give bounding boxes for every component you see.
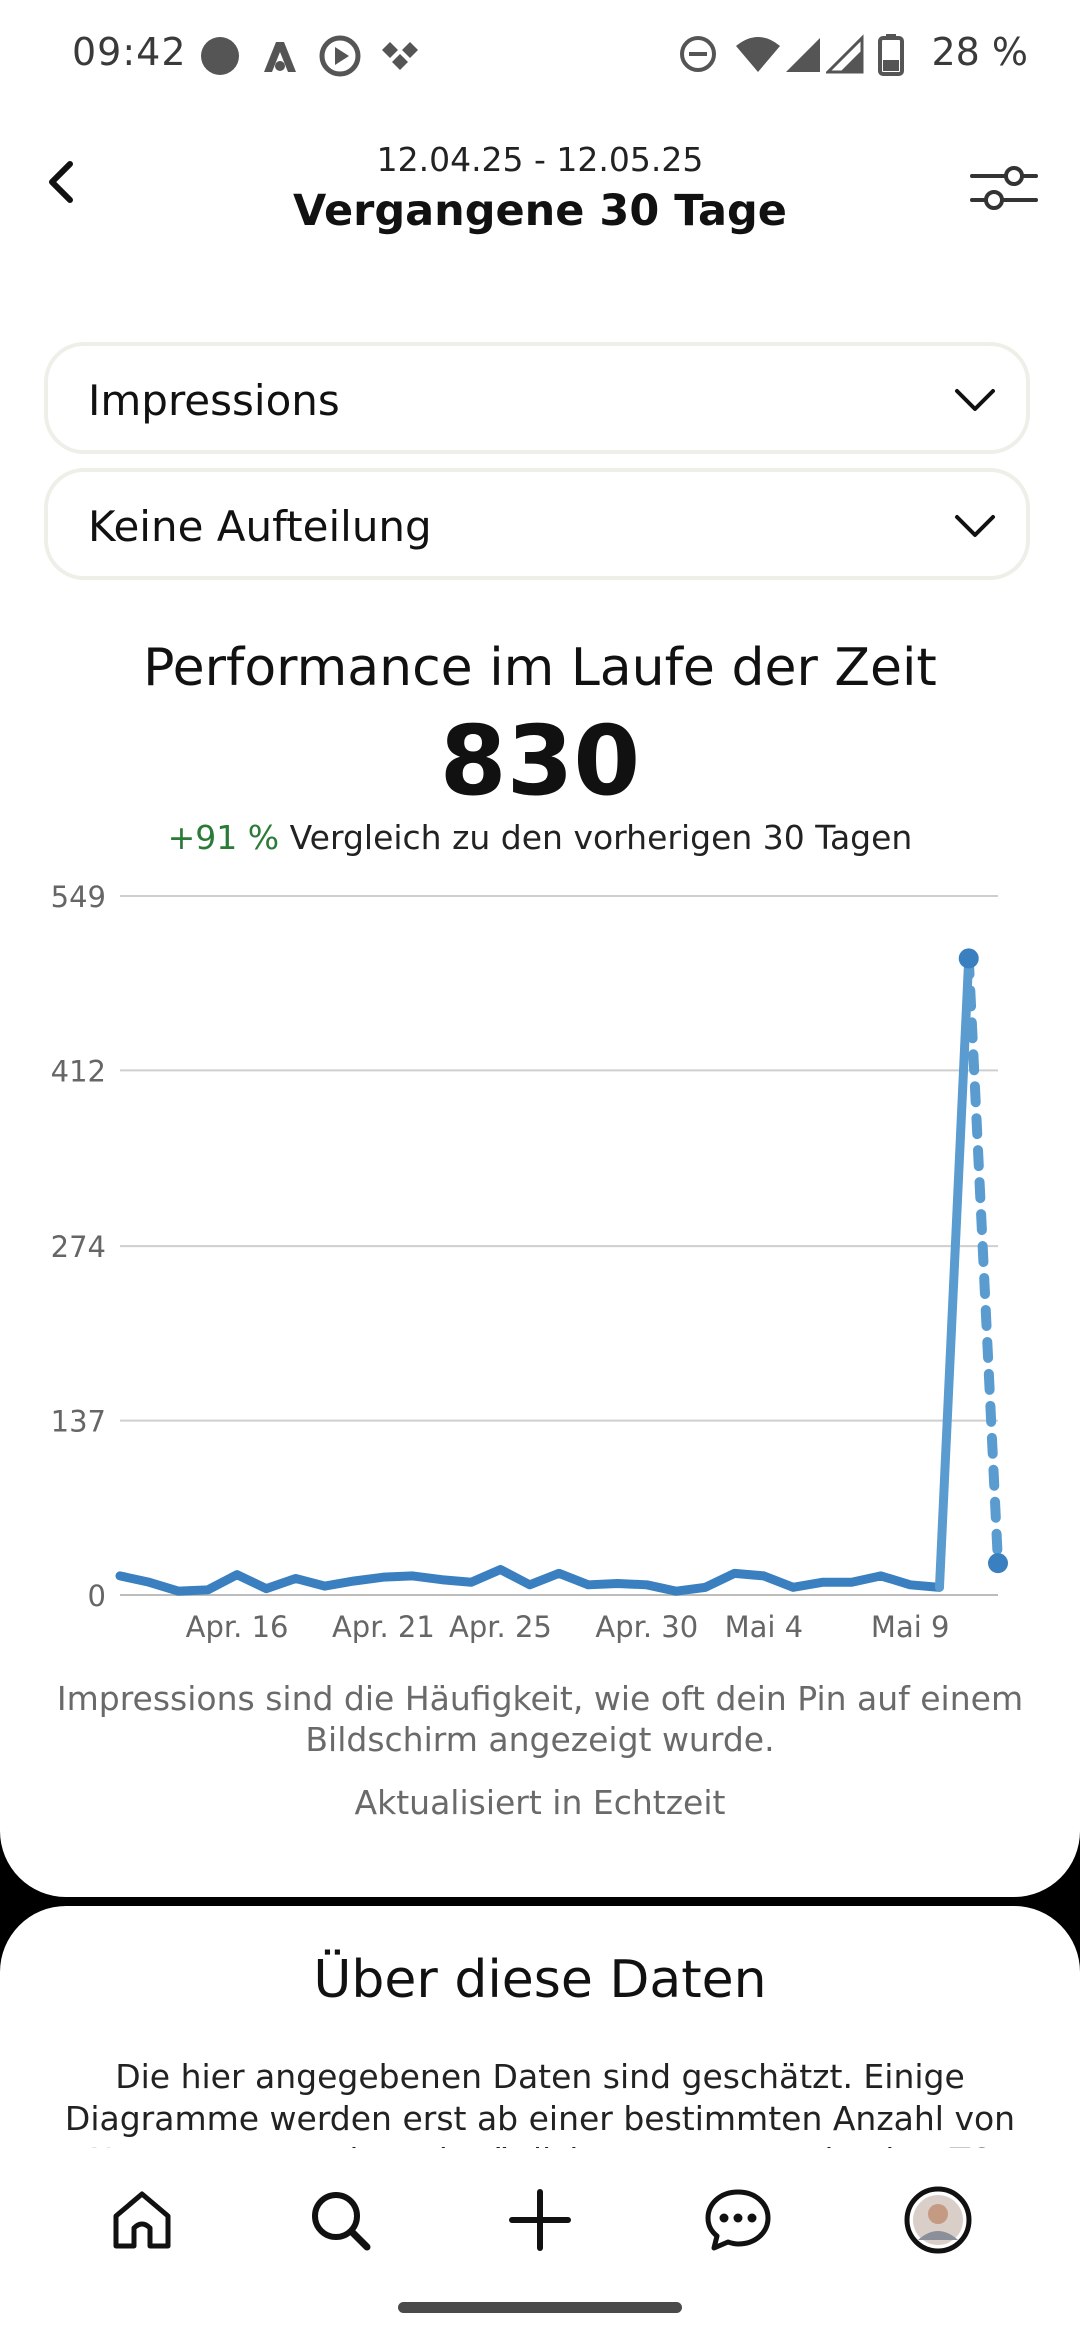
y-tick-label: 0 (88, 1579, 106, 1613)
battery-percent: 28 % (931, 30, 1028, 74)
status-bar: 09:42 28 % (0, 0, 1080, 108)
y-tick-label: 137 (51, 1405, 106, 1439)
x-tick-label: Apr. 16 (186, 1610, 289, 1644)
data-point-marker (988, 1553, 1008, 1574)
series-line-current (934, 953, 974, 1592)
signal-icon (786, 38, 820, 72)
media-icon (319, 35, 361, 77)
x-tick-label: Apr. 21 (332, 1610, 435, 1644)
home-icon[interactable] (106, 2184, 178, 2256)
updated-note: Aktualisiert in Echtzeit (354, 1783, 726, 1822)
avatar[interactable] (902, 2184, 974, 2256)
plus-icon[interactable] (504, 2184, 576, 2256)
app-diamond-icon (382, 42, 418, 70)
breakdown-dropdown-label: Keine Aufteilung (88, 502, 432, 551)
chart-description: Impressions sind die Häufigkeit, wie oft… (56, 1679, 1024, 1759)
y-tick-label: 274 (51, 1230, 106, 1264)
status-time: 09:42 (72, 30, 187, 74)
x-tick-label: Apr. 30 (595, 1610, 698, 1644)
chevron-down-icon (955, 515, 995, 537)
metric-dropdown-label: Impressions (88, 376, 340, 425)
wifi-icon (736, 37, 780, 72)
x-tick-label: Mai 9 (871, 1610, 950, 1644)
app-a-icon (264, 42, 296, 72)
analytics-panel: 09:42 28 % 12.04.25 - 12.05.25 Vergangen… (0, 0, 1080, 1897)
change-text: Vergleich zu den vorherigen 30 Tagen (279, 818, 913, 857)
home-indicator[interactable] (398, 2302, 682, 2313)
impressions-chart[interactable]: 549 412 274 137 0 Apr. 16 Apr. 21 Apr. 25 Apr. 3… (0, 870, 1080, 1650)
circle-notification-icon (201, 37, 239, 75)
date-range: 12.04.25 - 12.05.25 (376, 140, 704, 179)
change-percent: +91 % (167, 818, 280, 857)
metric-dropdown[interactable]: Impressions (44, 342, 1030, 454)
breakdown-dropdown[interactable]: Keine Aufteilung (44, 468, 1030, 580)
y-tick-label: 549 (51, 880, 106, 914)
chevron-left-icon[interactable] (40, 160, 84, 204)
performance-compare: +91 % Vergleich zu den vorherigen 30 Tag… (0, 818, 1080, 857)
performance-total: 830 (439, 705, 641, 817)
signal-icon (826, 34, 864, 74)
chevron-down-icon (955, 389, 995, 411)
series-line (115, 1565, 944, 1596)
chart-svg: 549 412 274 137 0 Apr. 16 Apr. 21 Apr. 25 Apr. 3… (51, 880, 1008, 1644)
performance-title: Performance im Laufe der Zeit (143, 638, 937, 698)
about-title: Über diese Daten (313, 1950, 767, 2010)
dnd-icon (680, 36, 716, 72)
x-tick-label: Mai 4 (725, 1610, 804, 1644)
search-icon[interactable] (304, 2184, 376, 2256)
page-title[interactable]: Vergangene 30 Tage (293, 186, 787, 236)
y-tick-label: 412 (51, 1054, 106, 1088)
battery-icon (878, 34, 904, 76)
data-point-marker (958, 948, 979, 969)
sliders-icon[interactable] (968, 162, 1040, 214)
x-tick-label: Apr. 25 (449, 1610, 552, 1644)
chat-icon[interactable] (702, 2184, 774, 2256)
series-line-projection (963, 953, 1003, 1569)
